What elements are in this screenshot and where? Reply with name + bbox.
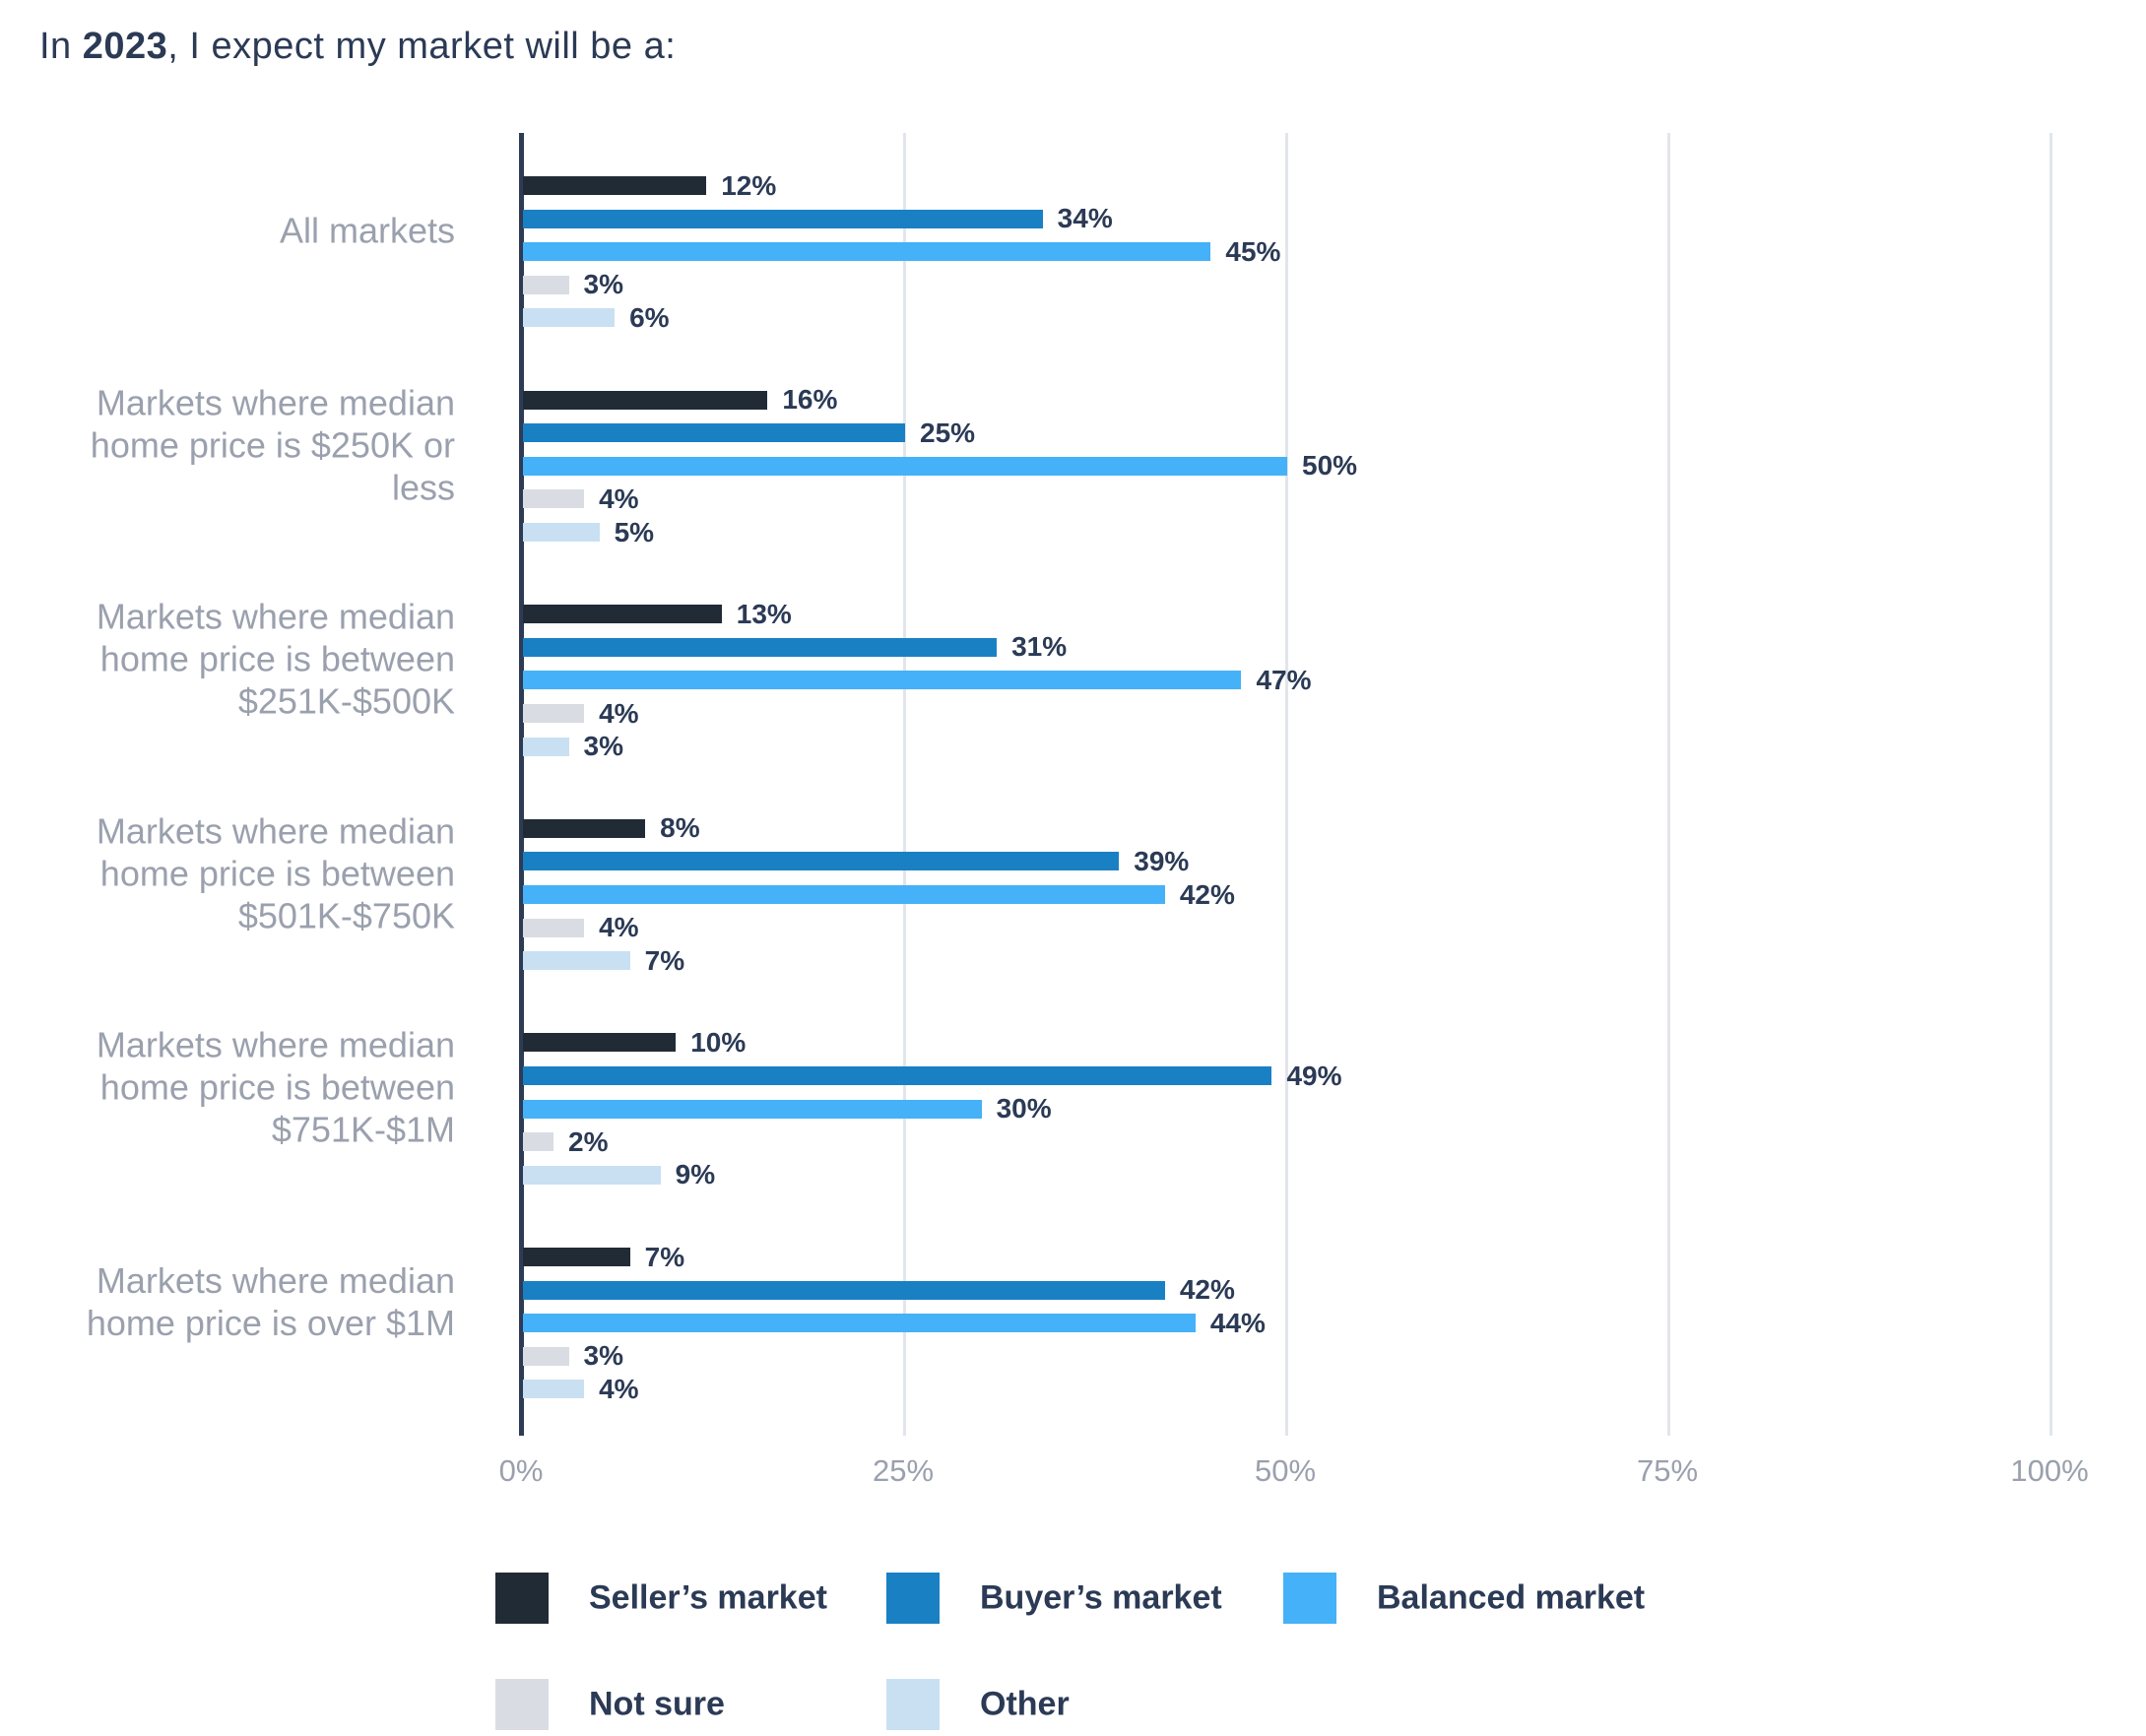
bar-value-label: 12% — [721, 169, 777, 201]
bar-seller-s-market-4: 10% — [523, 1027, 746, 1058]
bar-value-label: 16% — [782, 384, 838, 416]
bar-value-label: 47% — [1256, 664, 1312, 695]
legend-swatch-buyer-s-market — [886, 1573, 940, 1624]
bar-balanced-market-5: 44% — [523, 1308, 1266, 1338]
x-axis-tick-label-100: 100% — [2010, 1453, 2089, 1488]
bar-value-label: 2% — [568, 1125, 609, 1157]
bar-value-label: 30% — [996, 1093, 1052, 1125]
bar-value-label: 4% — [599, 697, 639, 729]
legend-label-balanced-market: Balanced market — [1377, 1578, 1646, 1617]
x-axis-tick-label-25: 25% — [872, 1453, 935, 1488]
bar-other-3: 7% — [523, 945, 684, 976]
y-axis-line — [519, 133, 524, 1436]
bar-other-4: 9% — [523, 1159, 715, 1189]
bar-buyer-s-market-5: 42% — [523, 1274, 1235, 1305]
bar-value-label: 6% — [629, 301, 670, 333]
x-axis-tick-label-50: 50% — [1254, 1453, 1317, 1488]
legend-label-not-sure: Not sure — [589, 1685, 725, 1723]
gridline — [903, 133, 906, 1436]
bar-other-1: 5% — [523, 517, 654, 547]
chart-title: In 2023, I expect my market will be a: — [39, 26, 676, 68]
chart-title-year: 2023 — [82, 26, 168, 67]
legend-swatch-balanced-market — [1283, 1573, 1336, 1624]
category-label-all-markets: All markets — [279, 210, 455, 251]
bar-other-5: 4% — [523, 1374, 639, 1404]
bar-buyer-s-market-2: 31% — [523, 631, 1067, 662]
category-label-markets-where-median-home-price-is-between-251k-500k: Markets where median home price is betwee… — [96, 596, 455, 722]
chart-title-prefix: In — [39, 26, 83, 67]
category-label-markets-where-median-home-price-is-250k-or-less: Markets where median home price is $250K … — [90, 382, 455, 508]
bar-value-label: 4% — [599, 912, 639, 943]
bar-value-label: 34% — [1057, 203, 1113, 234]
gridline — [1285, 133, 1288, 1436]
bar-seller-s-market-3: 8% — [523, 812, 700, 843]
bar-buyer-s-market-4: 49% — [523, 1061, 1342, 1091]
legend-label-seller-s-market: Seller’s market — [589, 1578, 827, 1617]
category-label-markets-where-median-home-price-is-between-751k-1m: Markets where median home price is betwee… — [96, 1024, 455, 1150]
bar-balanced-market-2: 47% — [523, 665, 1311, 695]
bar-other-2: 3% — [523, 731, 623, 761]
bar-seller-s-market-1: 16% — [523, 384, 837, 415]
bar-not-sure-2: 4% — [523, 698, 639, 729]
bar-value-label: 13% — [736, 598, 792, 629]
bar-balanced-market-4: 30% — [523, 1093, 1052, 1124]
bar-value-label: 3% — [583, 731, 624, 762]
bar-balanced-market-0: 45% — [523, 236, 1280, 267]
bar-value-label: 49% — [1286, 1060, 1342, 1091]
bar-value-label: 50% — [1302, 450, 1358, 482]
bar-value-label: 9% — [675, 1159, 716, 1190]
bar-other-0: 6% — [523, 302, 670, 333]
bar-not-sure-4: 2% — [523, 1126, 609, 1157]
legend-swatch-other — [886, 1679, 940, 1730]
bar-value-label: 3% — [583, 269, 624, 300]
bar-not-sure-1: 4% — [523, 483, 639, 514]
legend-label-other: Other — [980, 1685, 1070, 1723]
bar-value-label: 8% — [660, 812, 700, 844]
bar-value-label: 45% — [1225, 235, 1281, 267]
bar-buyer-s-market-1: 25% — [523, 418, 975, 448]
bar-value-label: 7% — [644, 944, 685, 976]
bar-not-sure-3: 4% — [523, 912, 639, 942]
bar-value-label: 7% — [644, 1241, 685, 1272]
bar-value-label: 31% — [1011, 631, 1068, 663]
legend-label-buyer-s-market: Buyer’s market — [980, 1578, 1222, 1617]
bar-value-label: 39% — [1134, 845, 1190, 876]
gridline — [1667, 133, 1670, 1436]
bar-value-label: 5% — [614, 516, 655, 547]
x-axis-tick-label-75: 75% — [1636, 1453, 1699, 1488]
bar-value-label: 44% — [1209, 1307, 1266, 1338]
legend-swatch-seller-s-market — [495, 1573, 549, 1624]
chart-title-suffix: , I expect my market will be a: — [167, 26, 677, 67]
bar-value-label: 4% — [599, 482, 639, 514]
category-label-markets-where-median-home-price-is-between-501k-750k: Markets where median home price is betwee… — [96, 810, 455, 936]
bar-value-label: 42% — [1179, 878, 1235, 910]
gridline — [2049, 133, 2052, 1436]
bar-value-label: 42% — [1179, 1274, 1235, 1306]
bar-seller-s-market-5: 7% — [523, 1242, 684, 1272]
bar-seller-s-market-2: 13% — [523, 599, 792, 629]
bar-balanced-market-3: 42% — [523, 879, 1235, 910]
category-label-markets-where-median-home-price-is-over-1m: Markets where median home price is over $… — [86, 1260, 455, 1343]
bar-balanced-market-1: 50% — [523, 450, 1357, 481]
x-axis-tick-label-0: 0% — [498, 1453, 544, 1488]
bar-value-label: 3% — [583, 1340, 624, 1372]
bar-buyer-s-market-0: 34% — [523, 203, 1113, 233]
bar-seller-s-market-0: 12% — [523, 170, 776, 201]
bar-not-sure-0: 3% — [523, 269, 623, 299]
bar-value-label: 4% — [599, 1373, 639, 1404]
legend-swatch-not-sure — [495, 1679, 549, 1730]
bar-value-label: 25% — [920, 417, 976, 448]
bar-buyer-s-market-3: 39% — [523, 846, 1189, 876]
bar-not-sure-5: 3% — [523, 1340, 623, 1371]
bar-value-label: 10% — [690, 1026, 747, 1058]
